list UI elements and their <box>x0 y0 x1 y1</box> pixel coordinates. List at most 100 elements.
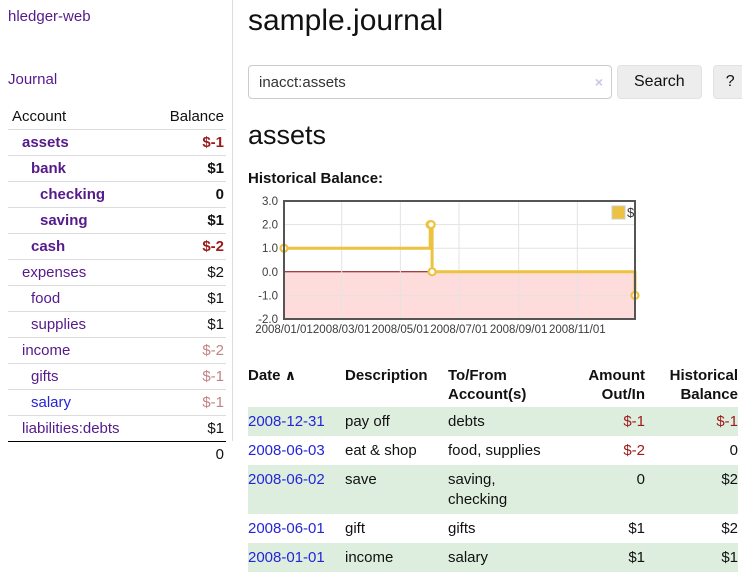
search-button[interactable]: Search <box>617 65 702 99</box>
clear-search-icon[interactable]: × <box>594 74 603 90</box>
accounts-header-row: Account Balance <box>8 105 226 130</box>
sidebar-account-link-saving[interactable]: saving <box>40 212 88 229</box>
sidebar-account-link-assets[interactable]: assets <box>22 134 69 151</box>
sidebar-account-link-income[interactable]: income <box>22 342 71 359</box>
account-row: supplies $1 <box>8 311 226 338</box>
transaction-row[interactable]: 2008-01-01 income salary $1 $1 <box>248 543 738 572</box>
txn-date-link[interactable]: 2008-06-03 <box>248 442 325 459</box>
account-balance: $-1 <box>149 389 226 416</box>
page-title: sample.journal <box>248 4 444 37</box>
txn-accounts: food, supplies <box>448 442 541 459</box>
txn-accounts: gifts <box>448 520 476 537</box>
account-row: saving $1 <box>8 207 226 234</box>
account-balance: $1 <box>149 155 226 182</box>
account-name-cell: checking <box>8 181 150 208</box>
main-content: sample.journal × Search ? assets Histori… <box>233 0 742 572</box>
header-balance: Historical Balance <box>669 367 738 403</box>
chart-ytick-label: 2.0 <box>262 220 278 232</box>
chart-ytick-label: 1.0 <box>262 243 278 255</box>
account-name-cell: food <box>8 285 150 312</box>
sidebar-item-journal[interactable]: Journal <box>8 71 58 88</box>
account-balance: $-1 <box>149 129 226 156</box>
txn-date-link[interactable]: 2008-06-01 <box>248 520 325 537</box>
header-accounts: To/From Account(s) <box>448 367 527 403</box>
chart-ytick-label: -1.0 <box>258 290 278 302</box>
app-title-link[interactable]: hledger-web <box>8 8 91 25</box>
account-row: salary $-1 <box>8 389 226 416</box>
account-balance: $1 <box>149 207 226 234</box>
account-row: expenses $2 <box>8 259 226 286</box>
search-input[interactable] <box>248 65 612 99</box>
txn-date-link[interactable]: 2008-06-02 <box>248 471 325 488</box>
chart-xtick-label: 2008/03/01 <box>313 324 371 336</box>
accounts-total-row: 0 <box>8 441 226 467</box>
chart-legend-label: $ <box>627 205 635 220</box>
account-balance: $-2 <box>149 337 226 364</box>
account-balance: 0 <box>149 181 226 208</box>
sidebar-account-link-food[interactable]: food <box>31 290 61 307</box>
account-balance: $2 <box>149 259 226 286</box>
txn-description: save <box>345 471 377 488</box>
transaction-row[interactable]: 2008-06-03 eat & shop food, supplies $-2 0 <box>248 436 738 465</box>
txn-description: gift <box>345 520 366 537</box>
txn-date-cell: 2008-06-03 <box>248 436 345 465</box>
txn-accounts: debts <box>448 413 485 430</box>
sidebar-account-link-salary[interactable]: salary <box>31 394 72 411</box>
chart-ytick-label: 0.0 <box>262 267 278 279</box>
txn-date-cell: 2008-12-31 <box>248 407 345 436</box>
account-row: bank $1 <box>8 155 226 182</box>
txn-date-link[interactable]: 2008-01-01 <box>248 549 325 566</box>
txn-date-cell: 2008-06-02 <box>248 465 345 514</box>
transactions-table-body: 2008-12-31 pay off debts $-1 $-1 2008-06-03 ea… <box>248 407 738 572</box>
transactions-table: Date ∧ Description To/From Account(s) Am… <box>248 363 738 572</box>
accounts-header-account: Account <box>12 108 67 125</box>
account-balance: $-2 <box>149 233 226 260</box>
account-row: checking 0 <box>8 181 226 208</box>
txn-description: income <box>345 549 394 566</box>
account-row: liabilities:debts $1 <box>8 415 226 442</box>
transaction-row[interactable]: 2008-12-31 pay off debts $-1 $-1 <box>248 407 738 436</box>
account-name-cell: salary <box>8 389 150 416</box>
help-button[interactable]: ? <box>712 65 742 99</box>
txn-amount: $-1 <box>623 413 645 430</box>
sidebar-account-link-supplies[interactable]: supplies <box>31 316 87 333</box>
txn-amount: 0 <box>636 471 645 488</box>
transaction-row[interactable]: 2008-06-01 gift gifts $1 $2 <box>248 514 738 543</box>
sidebar-account-link-expenses[interactable]: expenses <box>22 264 87 281</box>
sidebar-account-link-gifts[interactable]: gifts <box>31 368 59 385</box>
account-row: cash $-2 <box>8 233 226 260</box>
sidebar-account-link-bank[interactable]: bank <box>31 160 67 177</box>
txn-amount: $1 <box>628 520 645 537</box>
txn-date-link[interactable]: 2008-12-31 <box>248 413 325 430</box>
txn-description: eat & shop <box>345 442 417 459</box>
sidebar-account-link-cash[interactable]: cash <box>31 238 66 255</box>
txn-balance: $-1 <box>716 413 738 430</box>
chart-xtick-label: 2008/01/01 <box>255 324 313 336</box>
txn-balance: $1 <box>721 549 738 566</box>
txn-balance: $2 <box>721 520 738 537</box>
header-amount: Amount Out/In <box>588 367 645 403</box>
transaction-row[interactable]: 2008-06-02 save saving, checking 0 $2 <box>248 465 738 514</box>
account-row: gifts $-1 <box>8 363 226 390</box>
accounts-total-balance: 0 <box>149 441 226 467</box>
sidebar-account-link-checking[interactable]: checking <box>40 186 106 203</box>
account-name-cell: gifts <box>8 363 150 390</box>
section-title: assets <box>248 120 327 150</box>
txn-date-cell: 2008-01-01 <box>248 543 345 572</box>
chart-border <box>283 200 636 320</box>
header-date-label: Date <box>248 367 281 384</box>
txn-balance: 0 <box>729 442 738 459</box>
account-row: food $1 <box>8 285 226 312</box>
account-name-cell: cash <box>8 233 150 260</box>
sidebar-account-link-liabilities-debts[interactable]: liabilities:debts <box>22 420 120 437</box>
txn-description: pay off <box>345 413 390 430</box>
header-description: Description <box>345 367 428 384</box>
chart-data-point <box>427 267 437 277</box>
account-balance: $-1 <box>149 363 226 390</box>
chart-legend-swatch <box>611 205 626 220</box>
header-date[interactable]: Date ∧ <box>248 363 345 407</box>
account-balance: $1 <box>149 415 226 442</box>
account-name-cell: bank <box>8 155 150 182</box>
account-name-cell: assets <box>8 129 150 156</box>
